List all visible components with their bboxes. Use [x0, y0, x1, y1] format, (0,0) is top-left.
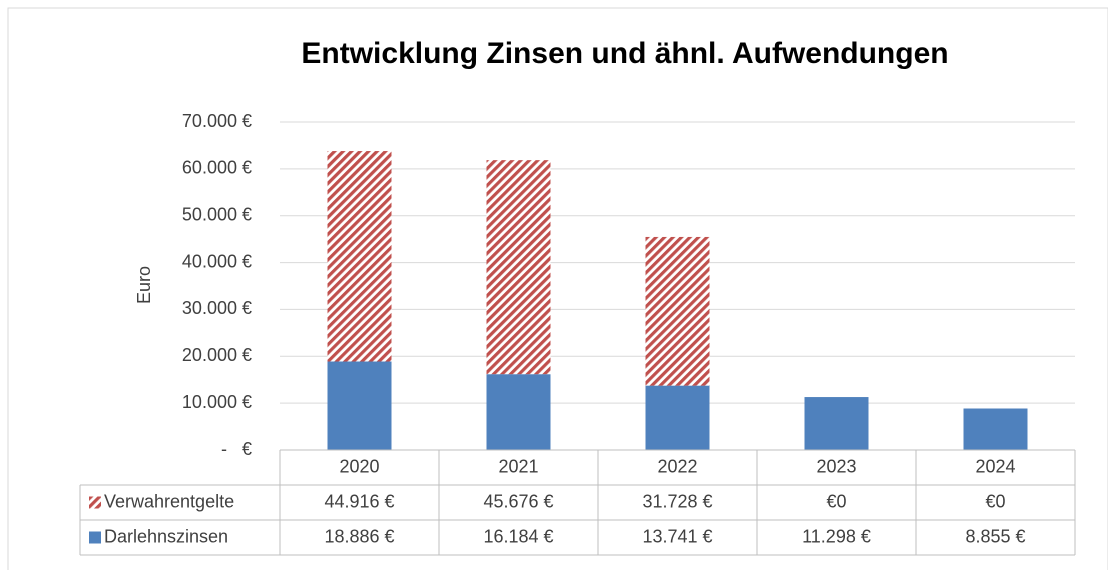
- y-tick-label: 40.000 €: [182, 251, 252, 271]
- legend-key: [89, 496, 101, 509]
- data-label: 44.916 €: [324, 491, 394, 511]
- data-label: 18.886 €: [324, 526, 394, 546]
- y-tick-label: 60.000 €: [182, 158, 252, 178]
- legend-label: Darlehnszinsen: [104, 526, 228, 546]
- data-label: 11.298 €: [802, 526, 871, 546]
- y-tick-label: - €: [221, 439, 252, 459]
- chart-title: Entwicklung Zinsen und ähnl. Aufwendunge…: [301, 37, 948, 70]
- x-tick-label: 2021: [498, 456, 538, 476]
- y-tick-label: 20.000 €: [182, 345, 252, 365]
- data-label: 31.728 €: [642, 491, 712, 511]
- x-tick-label: 2020: [339, 456, 379, 476]
- bar-segment: [486, 374, 551, 450]
- x-tick-label: 2024: [975, 456, 1015, 476]
- x-tick-label: 2023: [816, 456, 856, 476]
- bar-segment: [804, 397, 869, 450]
- y-tick-label: 10.000 €: [182, 392, 252, 412]
- bar-segment: [327, 151, 392, 362]
- bar-segment: [963, 408, 1028, 450]
- chart-frame: [7, 7, 1108, 575]
- data-label: €0: [826, 491, 846, 511]
- bar-segment: [327, 361, 392, 450]
- legend-key: [89, 531, 101, 544]
- data-label: 13.741 €: [642, 526, 712, 546]
- y-tick-label: 50.000 €: [182, 204, 252, 224]
- y-axis-label: Euro: [134, 266, 154, 304]
- bar-segment: [486, 160, 551, 375]
- y-tick-label: 70.000 €: [182, 111, 252, 131]
- data-label: 16.184 €: [483, 526, 553, 546]
- legend-label: Verwahrentgelte: [104, 491, 234, 511]
- data-label: 45.676 €: [483, 491, 553, 511]
- data-label: €0: [985, 491, 1005, 511]
- x-tick-label: 2022: [657, 456, 697, 476]
- bar-segment: [645, 385, 710, 450]
- data-label: 8.855 €: [965, 526, 1025, 546]
- y-tick-label: 30.000 €: [182, 298, 252, 318]
- bar-segment: [645, 236, 710, 386]
